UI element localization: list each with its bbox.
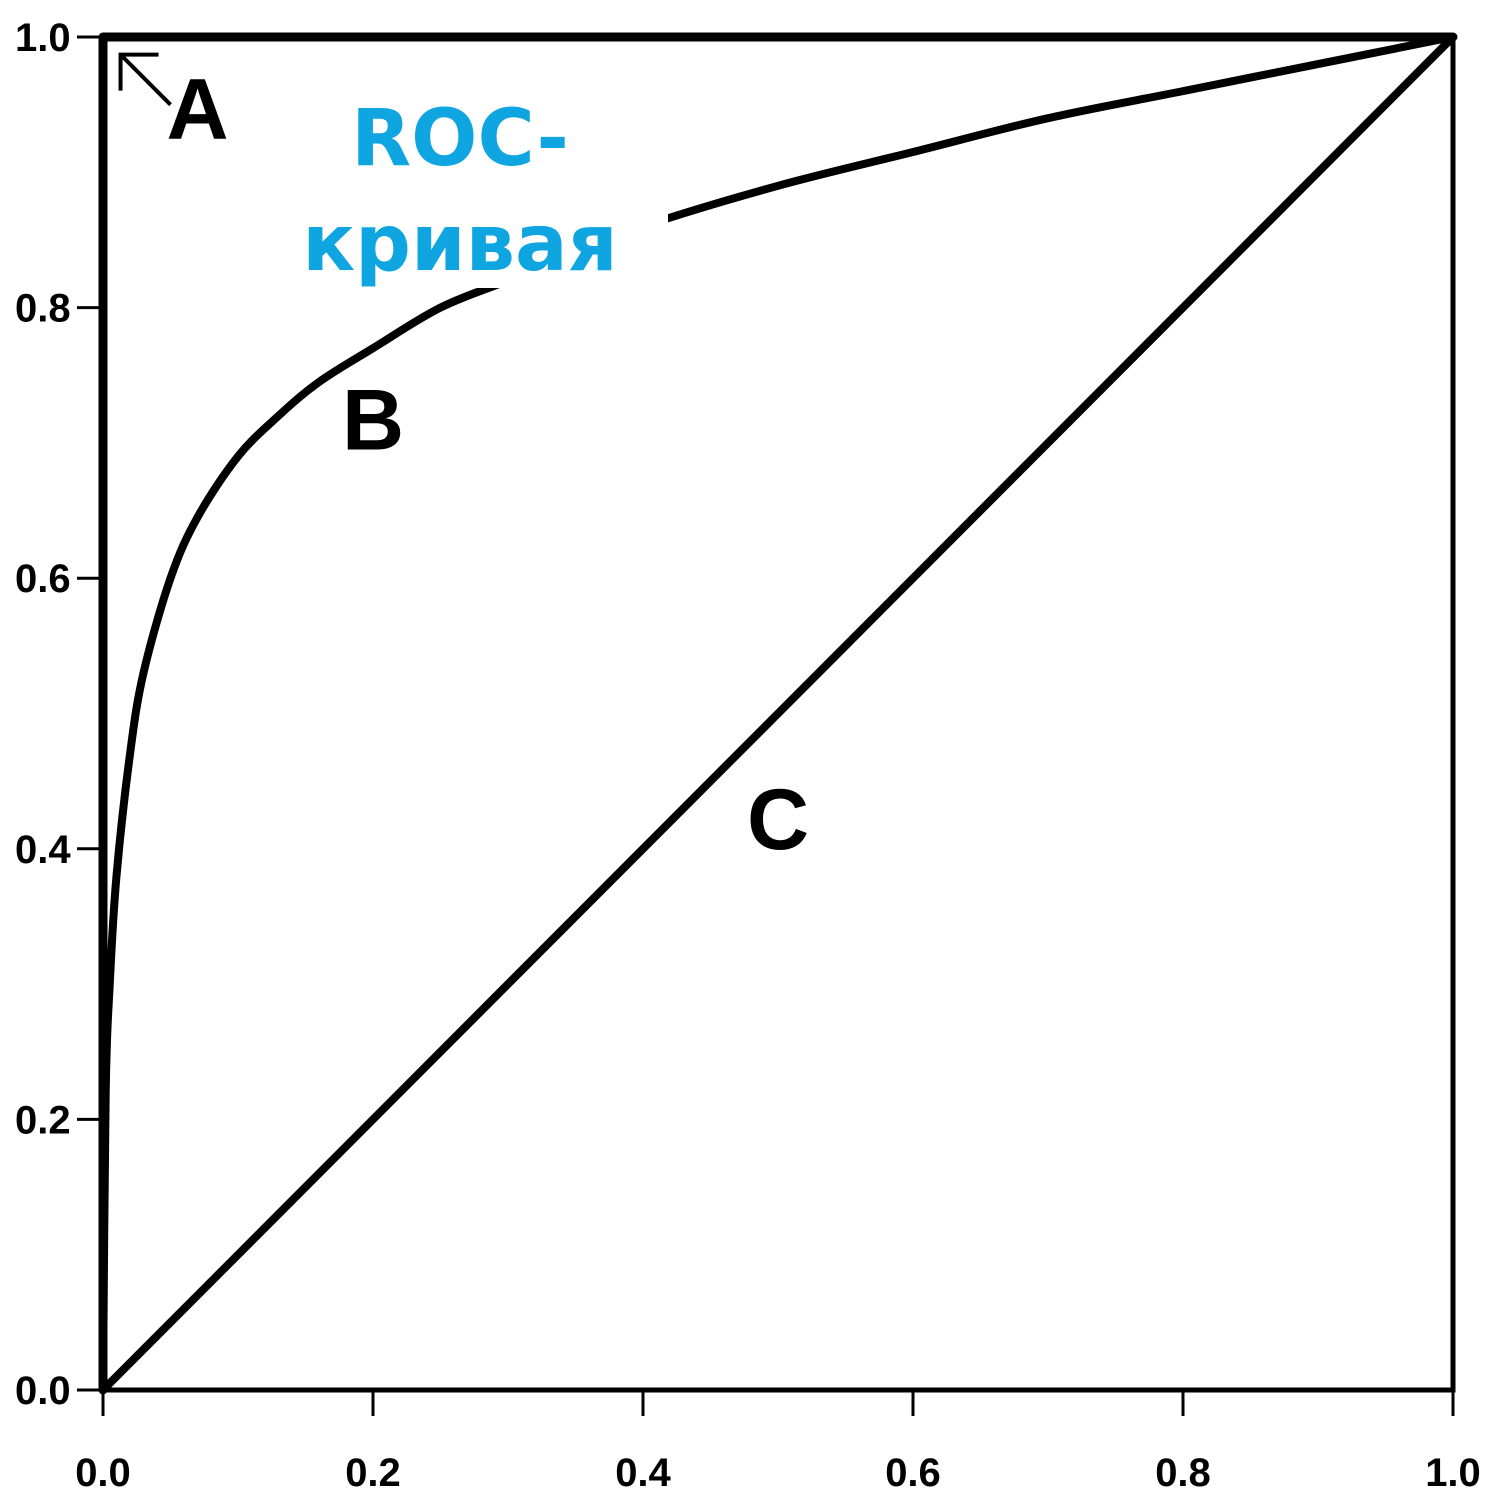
curve-label-b: B [342,373,404,469]
series-line-c [99,33,1457,1394]
curve-label-c: C [747,772,809,868]
x-tick-label: 0.2 [345,1451,401,1494]
curve-labels: A B C [118,52,809,868]
series-line-a [98,32,1458,1395]
y-tick-label: 0.6 [15,557,71,601]
y-tick-label: 0.8 [15,287,71,331]
x-tick-label: 0.0 [75,1451,131,1494]
x-tick-label: 0.4 [615,1451,671,1494]
title-line-2: кривая [302,199,618,289]
curve-label-a: A [166,61,228,157]
chart-title: ROC- кривая [282,92,668,289]
series-line-b [99,33,1457,1394]
y-tick-label: 0.0 [15,1369,71,1413]
title-backdrop [282,92,668,288]
y-tick-label: 0.4 [15,828,71,872]
y-tick-label: 0.2 [15,1098,71,1142]
y-tick-label: 1.0 [15,16,71,60]
x-tick-label: 0.8 [1155,1451,1211,1494]
x-tick-label: 1.0 [1425,1451,1481,1494]
arrow-shaft [119,53,172,107]
title-line-1: ROC- [351,94,569,184]
arrow-head [118,52,159,91]
axis-ticks: 0.0 0.2 0.4 0.6 0.8 1.0 0.0 0.2 0.4 0.6 0.8 1.0 [15,16,1481,1494]
x-tick-label: 0.6 [885,1451,941,1494]
series-lines [98,32,1458,1395]
